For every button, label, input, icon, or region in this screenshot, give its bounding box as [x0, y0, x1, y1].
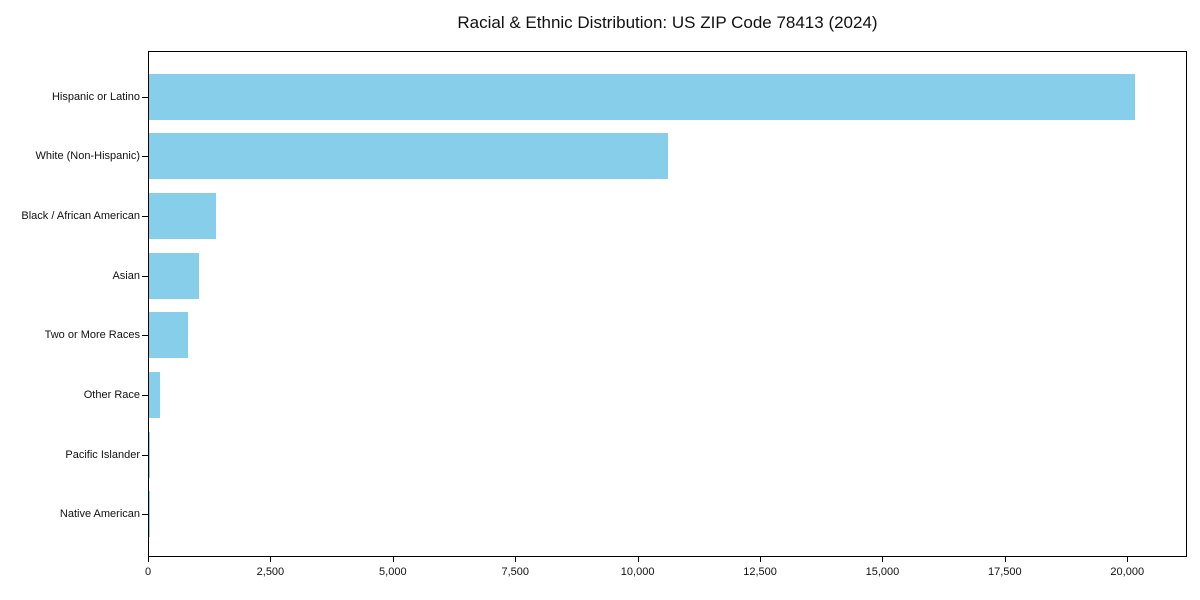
x-tick-label: 7,500: [501, 566, 529, 578]
x-tick-mark: [882, 557, 884, 562]
bar-native-american: [149, 491, 150, 538]
x-tick-label: 0: [144, 566, 152, 578]
y-axis-label: Asian: [112, 269, 140, 282]
y-axis-label: Hispanic or Latino: [51, 90, 140, 103]
y-axis-label: White (Non-Hispanic): [35, 150, 140, 163]
x-tick-label: 10,000: [620, 566, 655, 578]
y-tick-mark: [142, 215, 148, 217]
bar-hispanic-or-latino: [149, 73, 1136, 120]
bar-pacific-islander: [149, 431, 150, 478]
y-tick-mark: [142, 156, 148, 158]
y-axis-label: Two or More Races: [44, 329, 140, 342]
y-tick-mark: [142, 514, 148, 516]
x-tick-mark: [760, 557, 762, 562]
x-tick-mark: [392, 557, 394, 562]
y-tick-mark: [142, 275, 148, 277]
x-tick-mark: [637, 557, 639, 562]
x-tick-mark: [270, 557, 272, 562]
y-tick-mark: [142, 96, 148, 98]
bar-white-non-hispanic: [149, 133, 669, 180]
x-tick-label: 15,000: [865, 566, 900, 578]
x-tick-label: 17,500: [988, 566, 1022, 578]
bar-asian: [149, 252, 199, 299]
y-tick-mark: [142, 335, 148, 337]
x-tick-label: 12,500: [743, 566, 777, 578]
chart-title: Racial & Ethnic Distribution: US ZIP Cod…: [457, 13, 878, 32]
x-tick-label: 2,500: [256, 566, 285, 578]
y-axis-label: Other Race: [83, 389, 140, 401]
x-tick-label: 5,000: [379, 566, 407, 578]
bar-other-race: [149, 372, 161, 418]
x-tick-mark: [515, 557, 517, 562]
x-tick-mark: [148, 557, 149, 562]
y-axis-label: Native American: [59, 508, 140, 521]
plot-area: [148, 51, 1187, 557]
y-tick-mark: [142, 395, 148, 396]
bar-black-african-american: [149, 192, 216, 239]
x-tick-mark: [1004, 557, 1006, 562]
x-tick-mark: [1127, 557, 1129, 562]
y-axis-label: Black / African American: [21, 209, 140, 222]
y-tick-mark: [142, 454, 148, 456]
bar-two-or-more-races: [149, 312, 189, 359]
x-tick-label: 20,000: [1110, 566, 1145, 578]
y-axis-label: Pacific Islander: [65, 448, 140, 461]
